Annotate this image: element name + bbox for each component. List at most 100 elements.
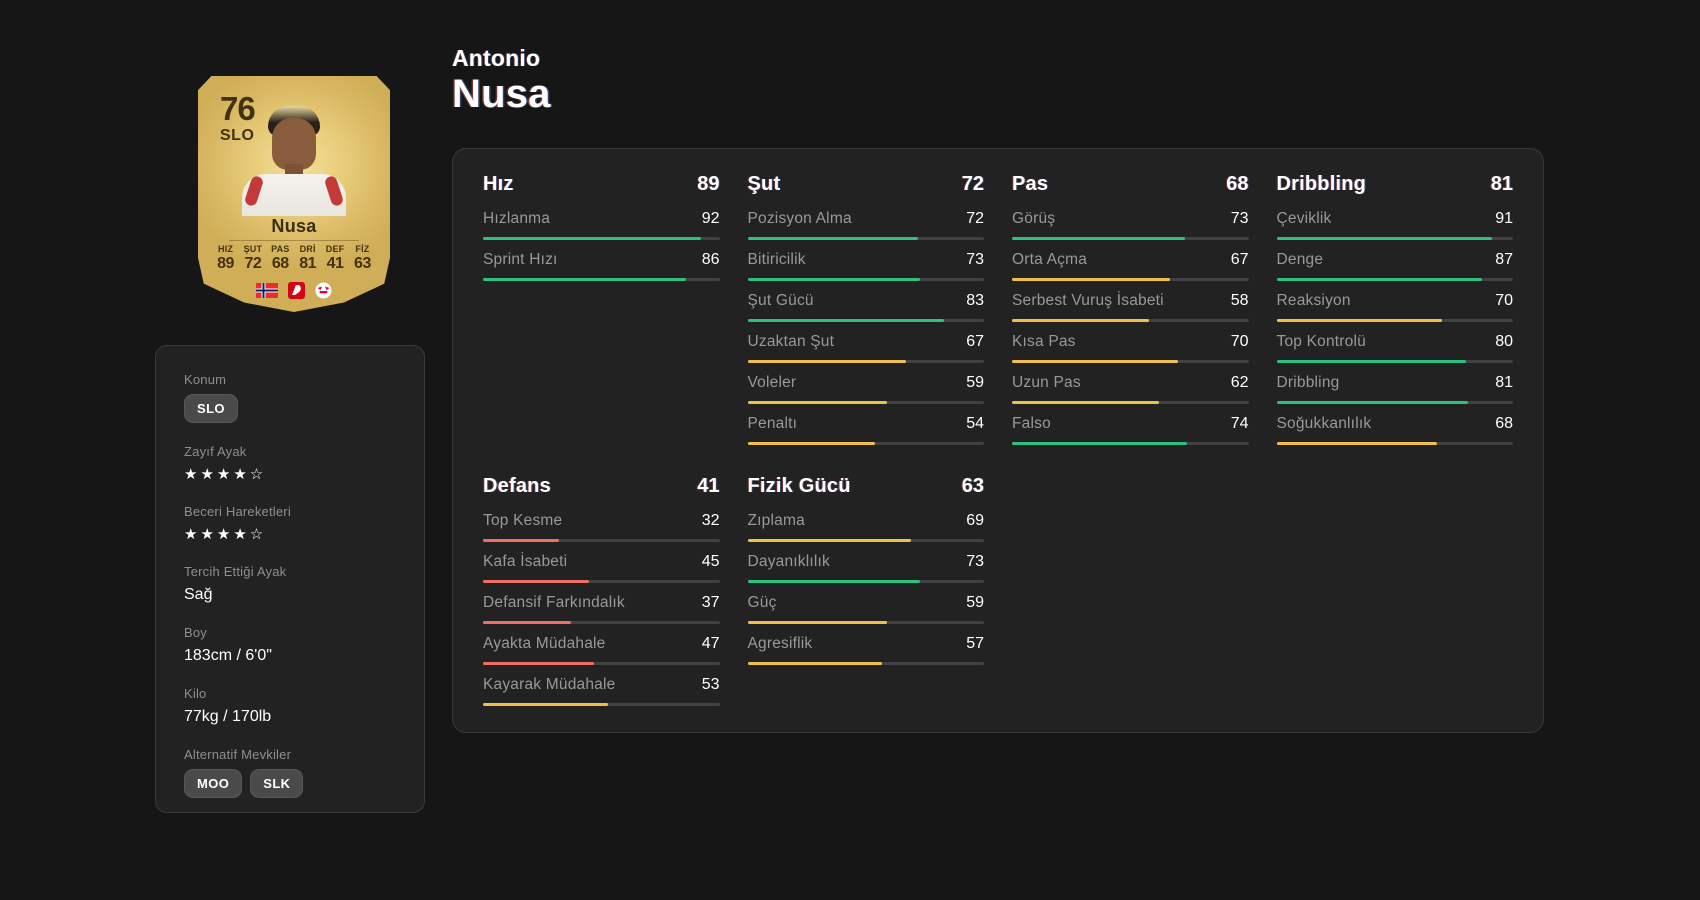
stat-group-value: 72 [961, 173, 984, 195]
stat-bar-fill [1276, 278, 1483, 281]
stat-label: Kafa İsabeti [483, 553, 568, 570]
stats-grid: Hız 89 Hızlanma 92 Sprint Hızı 86 Şut 72… [483, 173, 1513, 706]
stat-label: Hızlanma [483, 210, 551, 227]
position-badge-slk[interactable]: SLK [250, 769, 304, 798]
profile-item-value: 77kg / 170lb [184, 708, 272, 725]
stat-bar-fill [483, 580, 590, 583]
card-mini-stat-label: PAS [271, 244, 290, 254]
stat-bar-track [1012, 319, 1249, 322]
stat-bar-fill [483, 703, 609, 706]
stat-bar-track [747, 360, 984, 363]
stat-value: 70 [1230, 333, 1249, 350]
stat-label: Kısa Pas [1012, 333, 1076, 350]
stat-value: 87 [1495, 251, 1513, 268]
stat-line: Falso 74 [1012, 415, 1249, 433]
card-mini-stat-value: 63 [354, 255, 371, 272]
stat-group-title: Defans [483, 475, 551, 497]
stat-line: Görüş 73 [1012, 210, 1249, 228]
stat-label: Çeviklik [1276, 210, 1332, 227]
stat-value: 73 [966, 251, 984, 268]
stat-bar-fill [483, 237, 701, 240]
position-badge-slo[interactable]: SLO [184, 394, 238, 423]
stat-label: Top Kontrolü [1276, 333, 1366, 350]
stat-label: Şut Gücü [747, 292, 814, 309]
stat-label: Görüş [1012, 210, 1056, 227]
stat-group-value: 41 [697, 475, 720, 497]
stat-line: Reaksiyon 70 [1277, 292, 1514, 310]
stat-label: Orta Açma [1012, 251, 1088, 268]
card-mini-stat-value: 72 [244, 255, 262, 272]
stat-row: Hızlanma 92 [483, 199, 720, 240]
stat-list: Görüş 73 Orta Açma 67 Serbest Vuruş İsab… [1012, 199, 1249, 445]
stat-row: Orta Açma 67 [1012, 240, 1249, 281]
stat-value: 73 [966, 553, 984, 570]
stat-bar-fill [747, 621, 888, 624]
stat-label: Güç [747, 594, 777, 611]
stat-value: 86 [701, 251, 720, 268]
stat-value: 32 [701, 512, 720, 529]
stat-bar-track [1276, 360, 1513, 363]
stat-row: Agresiflik 57 [747, 624, 984, 665]
profile-item-label: Tercih Ettiği Ayak [184, 564, 287, 579]
card-rating-block: 76 SLO [220, 92, 256, 145]
profile-item-label: Kilo [184, 686, 207, 701]
stat-value: 72 [966, 210, 984, 227]
stat-bar-fill [483, 662, 595, 665]
card-mini-stat-label: DRİ [299, 244, 316, 254]
stat-group-title: Dribbling [1276, 173, 1367, 195]
stat-label: Soğukkanlılık [1276, 415, 1372, 432]
stat-row: Falso 74 [1012, 404, 1249, 445]
stat-row: Soğukkanlılık 68 [1276, 404, 1513, 445]
stat-row: Güç 59 [747, 583, 984, 624]
stat-bar-fill [747, 319, 944, 322]
stat-list: Çeviklik 91 Denge 87 Reaksiyon 70 Top Ko… [1276, 199, 1514, 445]
stat-bar-fill [1012, 237, 1185, 240]
stat-value: 58 [1230, 292, 1249, 309]
stat-value: 59 [966, 594, 984, 611]
stat-bar-fill [1012, 401, 1159, 404]
stat-value: 91 [1495, 210, 1513, 227]
card-mini-stat-label: DEF [325, 244, 345, 254]
profile-item: Alternatif Mevkiler MOO SLK [184, 747, 396, 798]
stat-line: Orta Açma 67 [1012, 251, 1249, 269]
stat-bar-track [747, 237, 984, 240]
stat-bar-track [747, 621, 984, 624]
stat-value: 73 [1230, 210, 1249, 227]
card-mini-stat-label: ŞUT [243, 244, 263, 254]
stat-bar-fill [1276, 401, 1469, 404]
stat-row: Kafa İsabeti 45 [483, 542, 720, 583]
stat-row: Sprint Hızı 86 [483, 240, 720, 281]
profile-item-label: Konum [184, 372, 227, 387]
stat-bar-track [747, 580, 984, 583]
player-profile-panel: Konum SLO Zayıf Ayak ★★★★☆ Beceri Hareke… [155, 345, 425, 813]
profile-item-label: Alternatif Mevkiler [184, 747, 292, 762]
position-badge-moo[interactable]: MOO [184, 769, 243, 798]
stat-bar-track [747, 319, 984, 322]
stat-row: Bitiricilik 73 [747, 240, 984, 281]
stat-bar-track [747, 401, 984, 404]
stat-label: Serbest Vuruş İsabeti [1012, 292, 1164, 309]
stat-group-header: Hız 89 [483, 173, 720, 196]
stat-group: Fizik Gücü 63 Zıplama 69 Dayanıklılık 73… [747, 475, 985, 665]
stat-row: Defansif Farkındalık 37 [483, 583, 720, 624]
profile-item-label: Beceri Hareketleri [184, 504, 291, 519]
stat-label: Dayanıklılık [747, 553, 831, 570]
profile-item: Beceri Hareketleri ★★★★☆ [184, 504, 396, 543]
stat-group: Şut 72 Pozisyon Alma 72 Bitiricilik 73 Ş… [747, 173, 984, 445]
bundesliga-icon [288, 282, 305, 299]
stat-group-value: 89 [697, 173, 720, 195]
stat-bar-fill [483, 539, 559, 542]
stat-group-header: Fizik Gücü 63 [748, 475, 985, 498]
stat-bar-fill [747, 401, 888, 404]
stat-label: Defansif Farkındalık [483, 594, 625, 611]
stat-row: Denge 87 [1276, 240, 1513, 281]
stat-line: Top Kontrolü 80 [1277, 333, 1514, 351]
stat-line: Kısa Pas 70 [1012, 333, 1249, 351]
player-card: 76 SLO Nusa HIZ 89 ŞUT 72 PAS 68 DRİ 81 … [198, 76, 390, 312]
stat-line: Top Kesme 32 [483, 512, 720, 530]
stats-panel: Hız 89 Hızlanma 92 Sprint Hızı 86 Şut 72… [452, 148, 1544, 733]
stat-group: Pas 68 Görüş 73 Orta Açma 67 Serbest Vur… [1012, 173, 1249, 445]
stat-value: 70 [1495, 292, 1513, 309]
stat-row: Reaksiyon 70 [1276, 281, 1514, 322]
stat-group: Dribbling 81 Çeviklik 91 Denge 87 Reaksi… [1276, 173, 1514, 445]
